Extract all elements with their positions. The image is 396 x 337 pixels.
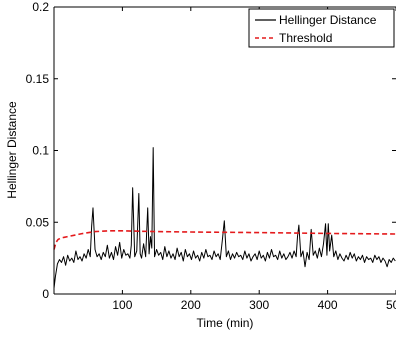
legend-box	[248, 8, 395, 48]
legend-label-hellinger: Hellinger Distance	[279, 13, 377, 27]
series-line-hellinger-distance	[53, 147, 396, 289]
y-tick-label: 0.05	[26, 215, 50, 229]
y-tick-label: 0.15	[26, 72, 50, 86]
x-tick-label: 100	[112, 298, 132, 312]
legend-label-threshold: Threshold	[279, 31, 332, 45]
legend: Hellinger Distance Threshold	[248, 8, 395, 48]
x-tick-label: 200	[181, 298, 201, 312]
y-tick-label: 0.2	[32, 0, 49, 14]
y-axis-label: Hellinger Distance	[5, 101, 19, 199]
x-tick-label: 300	[249, 298, 269, 312]
x-axis-label: Time (min)	[197, 316, 254, 330]
x-tick-label: 400	[318, 298, 338, 312]
y-tick-label: 0	[42, 287, 49, 301]
x-tick-label: 500	[386, 298, 396, 312]
plot-area	[54, 7, 396, 294]
y-tick-label: 0.1	[32, 144, 49, 158]
